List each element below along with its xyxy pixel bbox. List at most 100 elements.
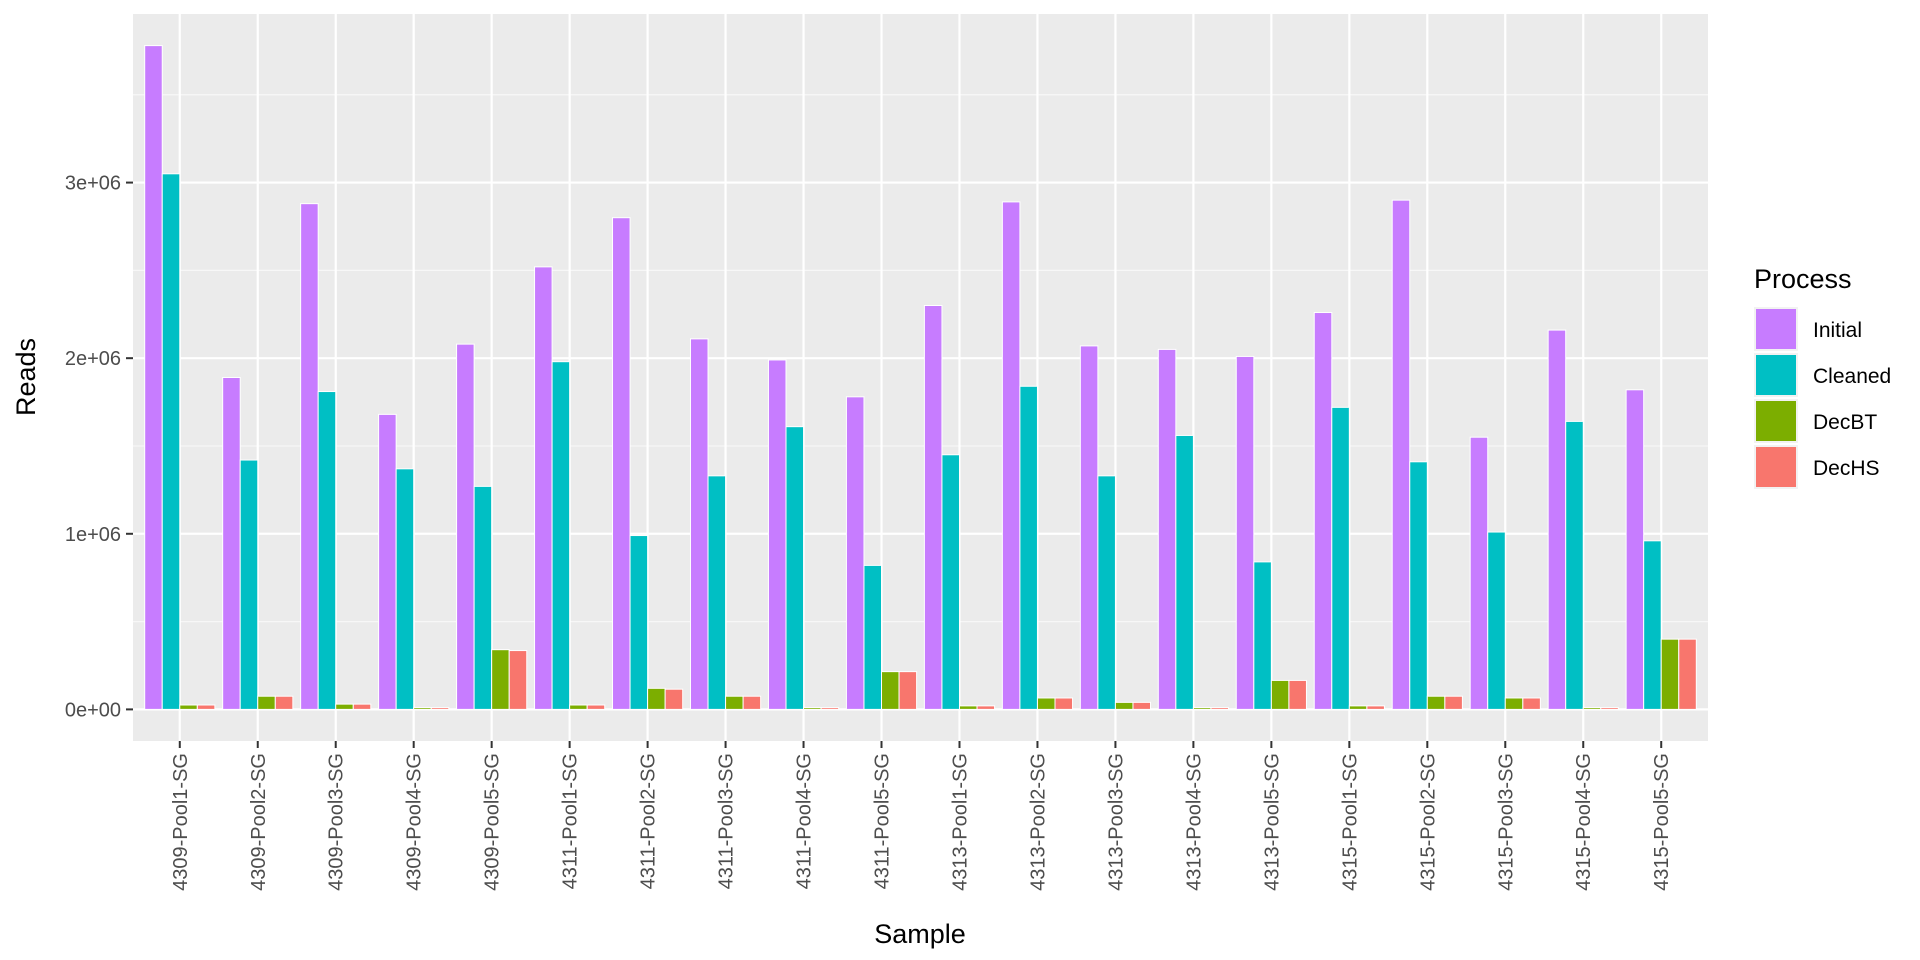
legend: Process Initial Cleaned DecBT DecHS: [1754, 264, 1891, 489]
x-tick-label: 4311-Pool5-SG: [872, 753, 894, 889]
bar-initial: [845, 396, 865, 710]
bar-decbt: [335, 703, 354, 710]
x-tick-label: 4311-Pool1-SG: [560, 753, 582, 889]
bar-cleaned: [317, 391, 337, 710]
legend-swatch-initial: [1756, 309, 1796, 349]
x-tick-label: 4311-Pool2-SG: [638, 753, 660, 889]
y-axis-title: Reads: [11, 338, 41, 416]
bar-initial: [1469, 436, 1489, 710]
bar-cleaned: [161, 173, 181, 710]
bar-dechs: [976, 705, 996, 710]
y-axis: 0e+00 1e+06 2e+06 3e+06: [65, 173, 133, 721]
bar-cleaned: [1019, 385, 1038, 710]
bar-dechs: [1366, 705, 1385, 710]
x-tick-label: 4313-Pool4-SG: [1183, 753, 1205, 891]
bar-dechs: [1054, 697, 1074, 710]
bar-cleaned: [785, 426, 805, 710]
bar-initial: [1391, 199, 1411, 710]
bar-decbt: [257, 695, 276, 710]
bar-dechs: [352, 703, 372, 710]
bar-dechs: [274, 695, 294, 710]
bar-decbt: [647, 687, 666, 710]
legend-title: Process: [1754, 264, 1852, 294]
bar-cleaned: [863, 564, 883, 710]
x-tick-label: 4309-Pool2-SG: [248, 753, 270, 891]
bar-decbt: [1192, 707, 1212, 710]
bar-cleaned: [941, 454, 960, 710]
bar-dechs: [1210, 707, 1229, 710]
bar-initial: [144, 45, 163, 710]
bar-initial: [1547, 329, 1567, 710]
bar-initial: [767, 359, 787, 710]
bar-dechs: [508, 650, 528, 710]
bar-decbt: [1660, 638, 1680, 710]
x-tick-label: 4315-Pool4-SG: [1573, 753, 1595, 891]
bar-initial: [689, 338, 709, 710]
bar-initial: [1079, 345, 1099, 710]
bar-decbt: [1036, 697, 1056, 710]
bar-cleaned: [551, 361, 571, 710]
x-tick-label: 4309-Pool3-SG: [326, 753, 348, 891]
bar-cleaned: [629, 535, 649, 710]
x-tick-label: 4313-Pool5-SG: [1261, 753, 1283, 891]
bar-dechs: [820, 707, 840, 710]
bar-initial: [1625, 389, 1645, 710]
legend-label-cleaned: Cleaned: [1813, 365, 1891, 388]
legend-swatch-decbt: [1756, 401, 1796, 441]
bar-dechs: [1444, 695, 1463, 710]
bar-initial: [534, 266, 553, 710]
bar-decbt: [569, 704, 588, 710]
bar-decbt: [803, 707, 822, 710]
bar-decbt: [1504, 697, 1524, 710]
bars: [144, 45, 1697, 710]
bar-initial: [1001, 201, 1021, 710]
bar-cleaned: [707, 475, 727, 710]
bar-cleaned: [1253, 561, 1272, 710]
y-tick-label: 3e+06: [65, 173, 121, 195]
bar-cleaned: [1097, 475, 1116, 710]
bar-dechs: [664, 688, 684, 710]
bar-dechs: [586, 704, 606, 710]
bar-initial: [456, 343, 475, 710]
x-tick-label: 4313-Pool2-SG: [1027, 753, 1049, 891]
bar-cleaned: [1175, 434, 1194, 710]
y-tick-label: 2e+06: [65, 348, 121, 370]
legend-label-dechs: DecHS: [1813, 457, 1880, 480]
bar-decbt: [1270, 679, 1290, 710]
x-axis-title: Sample: [874, 919, 966, 949]
bar-decbt: [1348, 705, 1368, 710]
bar-decbt: [725, 695, 744, 710]
bar-cleaned: [1331, 406, 1350, 710]
bar-dechs: [1678, 638, 1697, 710]
bar-dechs: [898, 671, 918, 710]
x-axis: 4309-Pool1-SG 4309-Pool2-SG 4309-Pool3-SG 4…: [170, 741, 1673, 891]
bar-initial: [1235, 355, 1255, 710]
bar-decbt: [1426, 695, 1446, 710]
bar-decbt: [1114, 701, 1134, 710]
bar-initial: [923, 305, 943, 710]
x-tick-label: 4315-Pool1-SG: [1339, 753, 1361, 891]
bar-cleaned: [1565, 420, 1584, 710]
x-tick-label: 4309-Pool5-SG: [482, 753, 504, 891]
bar-initial: [378, 413, 397, 710]
x-tick-label: 4309-Pool4-SG: [404, 753, 426, 891]
bar-decbt: [491, 649, 510, 710]
bar-decbt: [413, 707, 432, 710]
legend-swatch-dechs: [1756, 447, 1796, 487]
legend-swatch-cleaned: [1756, 355, 1796, 395]
bar-dechs: [430, 707, 450, 710]
x-tick-label: 4315-Pool3-SG: [1495, 753, 1517, 891]
bar-cleaned: [239, 459, 259, 710]
bar-dechs: [742, 695, 762, 710]
x-tick-label: 4313-Pool1-SG: [949, 753, 971, 891]
legend-label-initial: Initial: [1813, 319, 1862, 342]
bar-cleaned: [1409, 461, 1428, 710]
bar-decbt: [958, 705, 978, 710]
x-tick-label: 4315-Pool2-SG: [1417, 753, 1439, 891]
y-tick-label: 0e+00: [65, 699, 121, 721]
x-tick-label: 4311-Pool3-SG: [716, 753, 738, 889]
x-tick-label: 4311-Pool4-SG: [794, 753, 816, 889]
bar-initial: [1157, 348, 1177, 710]
bar-cleaned: [1487, 531, 1506, 710]
